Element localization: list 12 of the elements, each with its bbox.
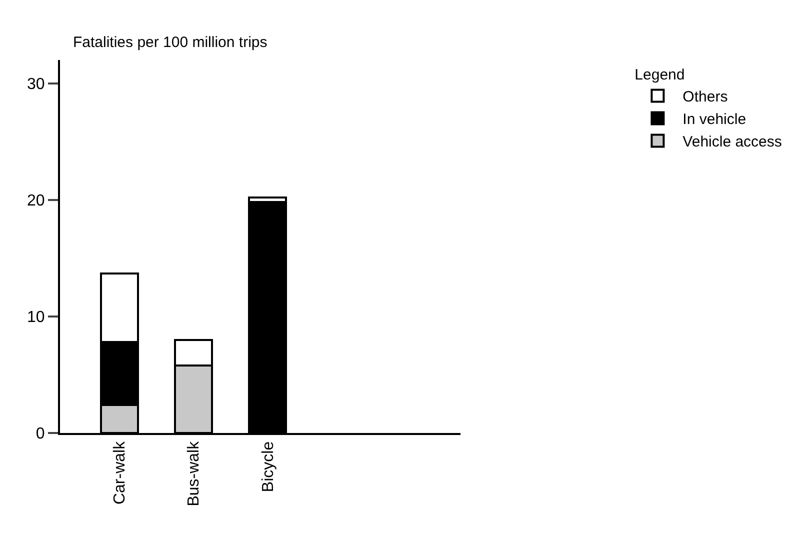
y-tick-label: 30 bbox=[27, 76, 45, 93]
x-tick-label: Car-walk bbox=[112, 440, 129, 505]
legend-label: In vehicle bbox=[682, 111, 746, 128]
y-tick-label: 20 bbox=[27, 192, 45, 210]
legend-label: Others bbox=[682, 88, 728, 106]
y-tick-label: 10 bbox=[27, 309, 45, 326]
y-tick-label: 0 bbox=[36, 426, 45, 443]
x-tick-label: Bus-walk bbox=[186, 440, 203, 506]
legend-label: Vehicle access bbox=[682, 134, 782, 151]
legend-title: Legend bbox=[634, 66, 685, 84]
x-tick-label: Bicycle bbox=[260, 441, 277, 492]
y-axis-title: Fatalities per 100 million trips bbox=[73, 34, 268, 51]
